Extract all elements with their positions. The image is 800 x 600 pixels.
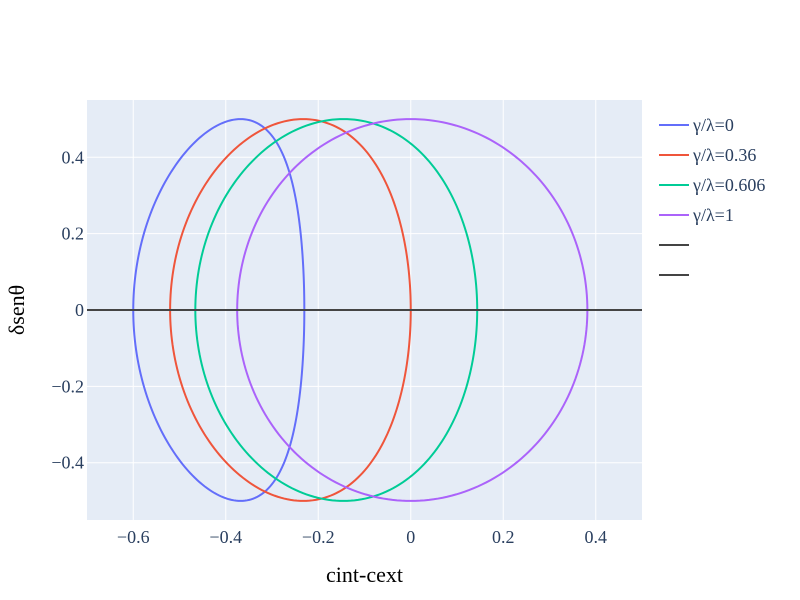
y-tick-label: −0.4 <box>51 453 84 473</box>
x-tick-label: −0.4 <box>209 527 242 547</box>
x-tick-label: 0 <box>406 527 415 547</box>
legend-label: γ/λ=1 <box>692 205 734 225</box>
x-tick-label: 0.2 <box>492 527 515 547</box>
legend-item[interactable]: γ/λ=1 <box>659 205 734 225</box>
legend-item[interactable]: γ/λ=0.606 <box>659 175 765 195</box>
legend-label: γ/λ=0.36 <box>692 145 756 165</box>
y-tick-label: 0.2 <box>62 224 85 244</box>
series-layer <box>87 118 642 502</box>
legend-label: γ/λ=0.606 <box>692 175 765 195</box>
legend[interactable]: γ/λ=0 γ/λ=0.36 γ/λ=0.606 γ/λ=1 <box>659 115 765 276</box>
x-tick-label: −0.6 <box>117 527 150 547</box>
x-tick-label: 0.4 <box>585 527 608 547</box>
legend-label: γ/λ=0 <box>692 115 734 135</box>
x-tick-label: −0.2 <box>302 527 335 547</box>
y-tick-label: 0 <box>75 300 84 320</box>
x-axis-title: cint-cext <box>326 562 403 587</box>
legend-item[interactable]: γ/λ=0 <box>659 115 734 135</box>
x-axis-ticks: −0.6 −0.4 −0.2 0 0.2 0.4 <box>117 527 607 547</box>
y-tick-label: 0.4 <box>62 147 85 167</box>
y-axis-ticks: −0.4 −0.2 0 0.2 0.4 <box>51 147 84 472</box>
y-tick-label: −0.2 <box>51 376 84 396</box>
legend-item[interactable]: γ/λ=0.36 <box>659 145 756 165</box>
y-axis-title: δsenθ <box>4 285 29 335</box>
